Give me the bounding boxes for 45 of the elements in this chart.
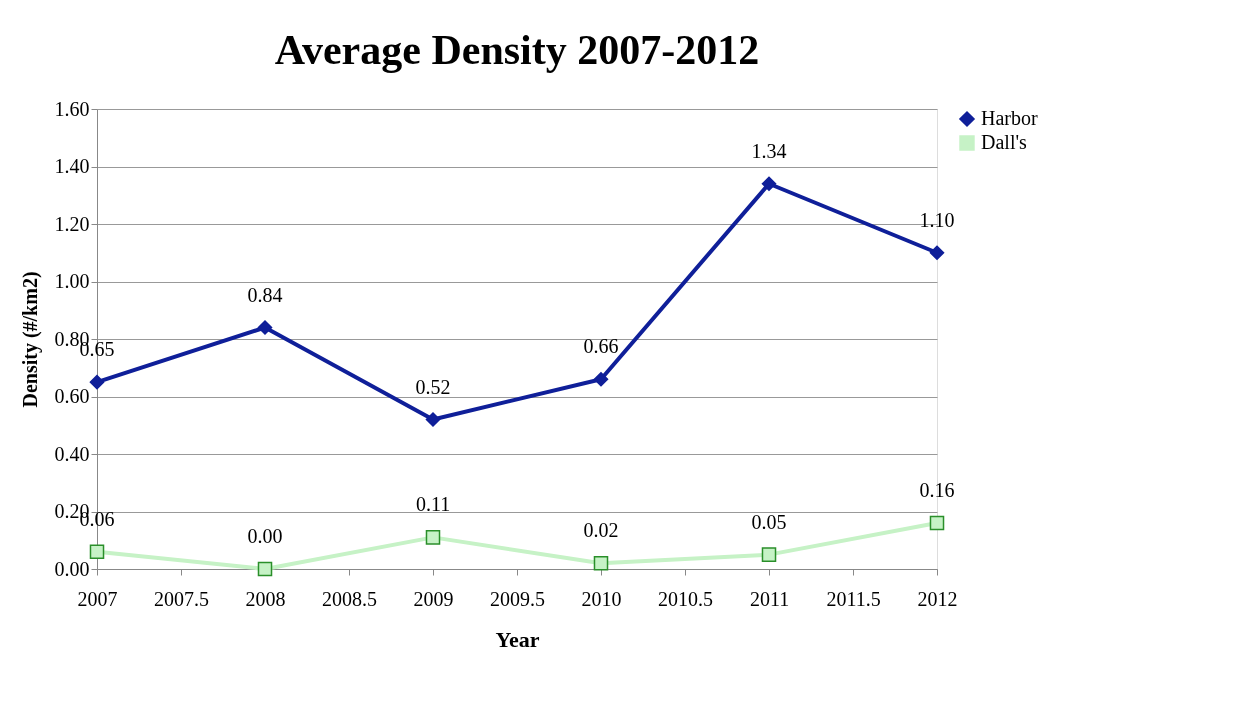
point	[425, 412, 441, 427]
x-tick-label: 2009.5	[490, 587, 545, 610]
data-label: 1.34	[751, 139, 787, 162]
legend-label: Harbor	[981, 107, 1038, 129]
x-tick-label: 2012	[917, 587, 958, 610]
x-tick-label: 2007	[77, 587, 118, 610]
point	[593, 371, 609, 387]
data-label: 0.02	[583, 519, 619, 542]
data-label: 0.66	[583, 335, 619, 358]
point	[761, 176, 777, 192]
point	[89, 544, 105, 560]
x-axis-title: Year	[495, 626, 540, 652]
data-label: 0.00	[247, 525, 283, 547]
x-tick-label: 2010.5	[658, 587, 713, 610]
x-tick-label: 2011	[749, 587, 790, 610]
point	[593, 555, 609, 571]
y-axis-title: Density (#/km2)	[18, 271, 42, 408]
x-tick-label: 2011.5	[826, 587, 881, 610]
y-tick-label: 1.40	[54, 155, 90, 177]
y-tick-label: 1.60	[54, 97, 90, 120]
data-label: 1.10	[919, 208, 955, 231]
data-label: 0.52	[415, 375, 451, 398]
y-tick-label: 1.00	[54, 270, 90, 292]
data-label: 0.05	[751, 510, 787, 533]
data-label: 0.16	[919, 479, 955, 501]
x-tick-label: 2009	[413, 587, 454, 610]
point	[761, 547, 777, 562]
data-label: 0.84	[247, 283, 283, 306]
y-tick-label: 0.00	[54, 557, 90, 580]
point	[257, 320, 273, 335]
chart-title: Average Density 2007-2012	[274, 27, 760, 73]
x-tick-label: 2010	[581, 587, 622, 610]
point	[89, 374, 105, 390]
x-tick-label: 2007.5	[154, 587, 209, 610]
data-label: 0.11	[415, 493, 451, 516]
point	[929, 245, 945, 261]
y-tick-label: 1.20	[54, 212, 90, 235]
point	[257, 561, 273, 577]
legend-label: Dall's	[981, 131, 1028, 153]
y-tick-label: 0.60	[54, 385, 90, 407]
point	[929, 515, 945, 531]
point	[425, 530, 441, 545]
x-tick-label: 2008	[245, 587, 286, 610]
x-tick-label: 2008.5	[322, 587, 377, 610]
y-tick-label: 0.40	[54, 442, 90, 465]
